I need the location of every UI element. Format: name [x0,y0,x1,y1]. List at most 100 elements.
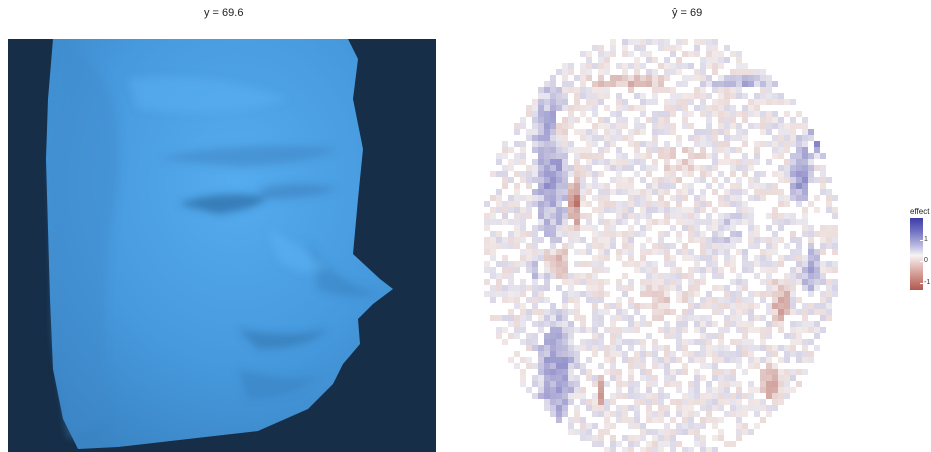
heatmap-cell [790,117,796,123]
heatmap-cell [796,171,802,177]
heatmap-cell [640,111,646,117]
heatmap-cell [604,369,610,375]
heatmap-cell [652,279,658,285]
heatmap-cell [610,159,616,165]
heatmap-cell [574,279,580,285]
heatmap-cell [598,99,604,105]
heatmap-cell [598,213,604,219]
heatmap-cell [580,213,586,219]
heatmap-cell [628,225,634,231]
heatmap-cell [574,351,580,357]
heatmap-cell [562,225,568,231]
heatmap-cell [586,423,592,429]
heatmap-cell [586,153,592,159]
heatmap-cell [736,309,742,315]
heatmap-cell [724,129,730,135]
heatmap-cell [520,177,526,183]
heatmap-cell [652,249,658,255]
heatmap-cell [526,339,532,345]
heatmap-cell [598,387,604,393]
heatmap-cell [544,279,550,285]
heatmap-cell [550,207,556,213]
heatmap-cell [550,315,556,321]
heatmap-cell [718,93,724,99]
heatmap-cell [550,369,556,375]
heatmap-cell [562,309,568,315]
heatmap-cell [742,135,748,141]
heatmap-cell [820,153,826,159]
heatmap-cell [658,195,664,201]
heatmap-cell [712,363,718,369]
heatmap-cell [580,327,586,333]
heatmap-cell [592,225,598,231]
heatmap-cell [736,75,742,81]
heatmap-cell [646,201,652,207]
heatmap-cell [706,249,712,255]
heatmap-cell [586,117,592,123]
heatmap-cell [664,231,670,237]
heatmap-cell [736,435,742,441]
heatmap-cell [574,195,580,201]
heatmap-cell [556,153,562,159]
heatmap-cell [526,195,532,201]
heatmap-cell [802,117,808,123]
heatmap-cell [610,363,616,369]
heatmap-cell [688,51,694,57]
heatmap-cell [598,405,604,411]
heatmap-cell [718,117,724,123]
heatmap-cell [538,327,544,333]
heatmap-cell [664,243,670,249]
heatmap-cell [784,99,790,105]
heatmap-cell [610,51,616,57]
heatmap-cell [670,369,676,375]
heatmap-cell [730,51,736,57]
heatmap-cell [808,267,814,273]
heatmap-cell [652,375,658,381]
heatmap-cell [610,339,616,345]
heatmap-cell [682,321,688,327]
heatmap-cell [556,123,562,129]
heatmap-cell [796,243,802,249]
heatmap-cell [700,243,706,249]
heatmap-cell [526,165,532,171]
heatmap-cell [562,249,568,255]
heatmap-cell [640,279,646,285]
heatmap-cell [592,321,598,327]
heatmap-cell [592,279,598,285]
heatmap-cell [736,315,742,321]
heatmap-cell [532,285,538,291]
heatmap-cell [646,417,652,423]
heatmap-cell [580,69,586,75]
heatmap-cell [700,435,706,441]
heatmap-cell [778,387,784,393]
heatmap-cell [562,63,568,69]
heatmap-cell [562,291,568,297]
heatmap-cell [640,285,646,291]
heatmap-cell [616,375,622,381]
heatmap-cell [676,327,682,333]
heatmap-cell [574,99,580,105]
heatmap-cell [640,435,646,441]
heatmap-cell [634,63,640,69]
heatmap-cell [592,123,598,129]
heatmap-cell [634,81,640,87]
heatmap-cell [784,357,790,363]
heatmap-cell [652,303,658,309]
heatmap-cell [694,441,700,447]
heatmap-cell [508,273,514,279]
heatmap-cell [622,213,628,219]
heatmap-cell [718,357,724,363]
heatmap-cell [790,387,796,393]
heatmap-cell [730,123,736,129]
heatmap-cell [514,285,520,291]
heatmap-cell [802,225,808,231]
heatmap-cell [664,111,670,117]
heatmap-cell [628,279,634,285]
heatmap-cell [640,267,646,273]
heatmap-cell [718,387,724,393]
heatmap-cell [688,423,694,429]
heatmap-cell [610,219,616,225]
heatmap-cell [550,363,556,369]
heatmap-cell [634,309,640,315]
heatmap-cell [730,183,736,189]
